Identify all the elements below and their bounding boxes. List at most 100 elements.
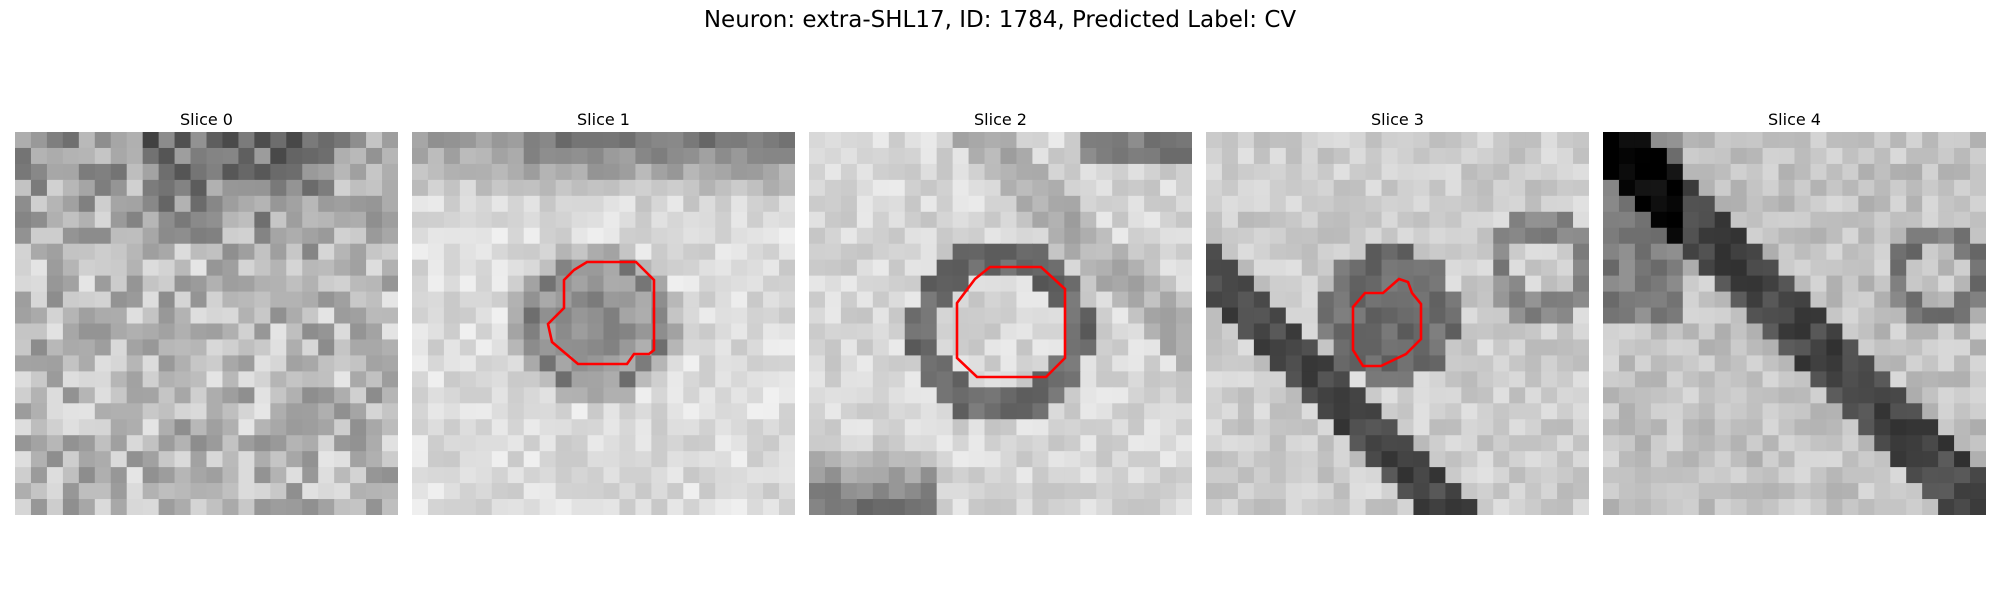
pixel (1160, 227, 1177, 245)
pixel (302, 387, 319, 404)
pixel (158, 259, 176, 277)
pixel (1112, 419, 1129, 436)
pixel (539, 371, 557, 388)
pixel (952, 163, 970, 181)
pixel (1301, 243, 1319, 261)
pixel (206, 483, 224, 500)
pixel (1144, 355, 1161, 372)
pixel (270, 499, 287, 515)
pixel (856, 211, 874, 229)
pixel (174, 355, 192, 372)
pixel (1096, 243, 1113, 261)
pixel (1541, 339, 1558, 357)
pixel (1890, 211, 1907, 229)
pixel (459, 195, 477, 213)
pixel (1477, 419, 1494, 436)
pixel (1253, 387, 1271, 404)
pixel (1032, 227, 1049, 245)
pixel (809, 291, 826, 309)
pixel (459, 499, 477, 515)
pixel (1938, 435, 1955, 452)
pixel (1618, 163, 1636, 181)
pixel (1714, 259, 1732, 277)
pixel (1858, 403, 1875, 420)
pixel (1285, 483, 1303, 500)
pixel (1128, 211, 1145, 229)
pixel (1634, 275, 1652, 293)
pixel (334, 451, 351, 468)
pixel (936, 179, 954, 197)
pixel (1730, 259, 1748, 277)
pixel (1365, 387, 1383, 404)
pixel (62, 435, 80, 452)
pixel (539, 259, 557, 277)
pixel (872, 147, 890, 165)
pixel (555, 371, 573, 388)
pixel (1269, 163, 1287, 181)
pixel (1461, 403, 1478, 420)
pixel (1349, 211, 1367, 229)
pixel (1032, 307, 1049, 325)
pixel (1906, 403, 1923, 420)
pixel (1445, 195, 1462, 213)
pixel (968, 307, 986, 325)
pixel (779, 499, 795, 515)
pixel (1206, 387, 1223, 404)
pixel (1922, 147, 1939, 165)
pixel (1397, 387, 1415, 404)
pixel (984, 163, 1002, 181)
pixel (1922, 211, 1939, 229)
pixel (1413, 227, 1431, 245)
pixel (1397, 163, 1415, 181)
pixel (731, 132, 748, 149)
pixel (1730, 291, 1748, 309)
pixel (920, 483, 938, 500)
pixel (1682, 291, 1700, 309)
pixel (651, 163, 668, 181)
pixel (763, 275, 780, 293)
pixel (968, 339, 986, 357)
pixel (1048, 259, 1065, 277)
pixel (1397, 419, 1415, 436)
pixel (952, 179, 970, 197)
pixel (1938, 147, 1955, 165)
pixel (238, 163, 255, 181)
pixel (1080, 339, 1097, 357)
pixel (699, 275, 716, 293)
pixel (1429, 467, 1446, 484)
pixel (366, 291, 383, 309)
pixel (1128, 451, 1145, 468)
pixel (840, 163, 858, 181)
pixel (270, 371, 287, 388)
pixel (1634, 211, 1652, 229)
pixel (1333, 339, 1351, 357)
pixel (46, 387, 64, 404)
pixel (888, 132, 906, 149)
pixel (1160, 179, 1177, 197)
pixel (1000, 339, 1018, 357)
pixel (824, 387, 842, 404)
pixel (1176, 147, 1192, 165)
pixel (904, 243, 922, 261)
pixel (824, 323, 842, 341)
pixel (936, 403, 954, 420)
pixel (142, 467, 160, 484)
pixel (491, 451, 509, 468)
pixel (715, 483, 732, 500)
pixel (1746, 323, 1764, 341)
pixel (1874, 243, 1891, 261)
pixel (1541, 451, 1558, 468)
pixel (1413, 419, 1431, 436)
pixel (1301, 483, 1319, 500)
pixel (1954, 467, 1971, 484)
pixel (1221, 355, 1239, 372)
pixel (1096, 275, 1113, 293)
pixel (1714, 339, 1732, 357)
pixel (1698, 451, 1716, 468)
pixel (15, 243, 32, 261)
pixel (1525, 467, 1542, 484)
pixel (174, 483, 192, 500)
pixel (1826, 371, 1843, 388)
pixel (840, 211, 858, 229)
pixel (190, 291, 208, 309)
